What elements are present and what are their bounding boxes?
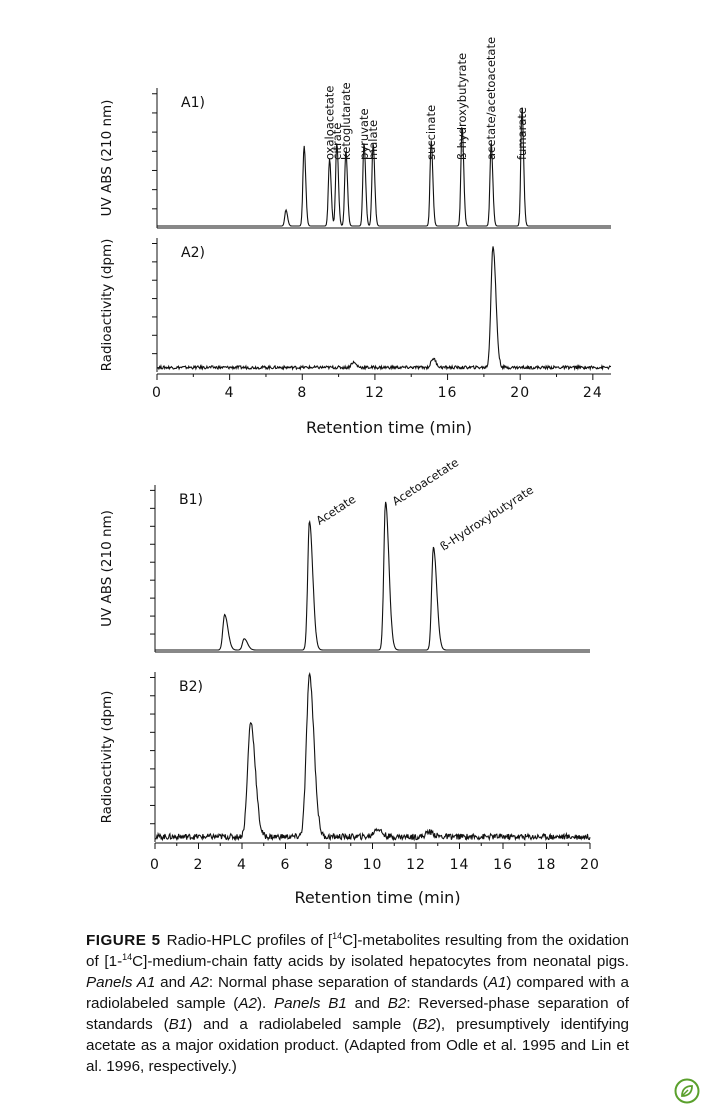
- x-tick-label: 6: [281, 857, 291, 873]
- chromatogram-trace: [156, 246, 612, 372]
- x-tick-label: 24: [583, 385, 603, 401]
- panel-label: B2): [179, 679, 203, 695]
- x-tick-label: 12: [406, 857, 426, 873]
- chromatogram-trace: [157, 108, 611, 227]
- y-axis-label: UV ABS (210 nm): [99, 100, 115, 217]
- peak-label: ketoglutarate: [339, 82, 353, 160]
- x-tick-label: 12: [365, 385, 385, 401]
- peak-label: oxaloacetate: [323, 86, 337, 160]
- y-axis-label: UV ABS (210 nm): [99, 510, 115, 627]
- x-tick-label: 8: [324, 857, 334, 873]
- x-tick-label: 20: [510, 385, 530, 401]
- chromatogram-trace: [154, 671, 591, 842]
- panel-label: A2): [181, 245, 205, 261]
- x-tick-label: 4: [225, 385, 235, 401]
- peak-label: pyruvate: [357, 108, 371, 160]
- panel-label: B1): [179, 492, 203, 508]
- y-axis-label: Radioactivity (dpm): [99, 239, 115, 372]
- x-tick-label: 20: [580, 857, 600, 873]
- panel-a2: Radioactivity (dpm) A2) 0 4 8 12 16 20 24 Retenti…: [99, 238, 612, 437]
- x-tick-label: 10: [363, 857, 383, 873]
- peak-label: citrate: [330, 123, 344, 160]
- peak-label: ß-hydroxybutyrate: [455, 53, 469, 160]
- panel-b2: Radioactivity (dpm) B2) 0 2 4 6 8 10 12 14 16 18 20 R…: [99, 671, 600, 907]
- x-tick-label: 18: [537, 857, 557, 873]
- peak-label: Acetoacetate: [390, 455, 462, 508]
- x-tick-label: 0: [150, 857, 160, 873]
- peak-label: succinate: [424, 105, 438, 160]
- figure-5-chromatograms: UV ABS (210 nm) A1) oxaloacetatecitrateket…: [99, 37, 612, 907]
- x-tick-label: 8: [297, 385, 307, 401]
- figure-caption: FIGURE 5 Radio-HPLC profiles of [14C]-met…: [86, 930, 630, 1075]
- leaf-circle-icon: [674, 1078, 700, 1104]
- panel-label: A1): [181, 95, 205, 111]
- x-tick-label: 16: [438, 385, 458, 401]
- chromatogram-trace: [155, 501, 590, 651]
- panel-a1: UV ABS (210 nm) A1) oxaloacetatecitrateket…: [99, 37, 611, 229]
- x-tick-label: 14: [450, 857, 470, 873]
- peak-label: fumarate: [515, 107, 529, 160]
- figure-label: FIGURE 5: [86, 932, 161, 949]
- x-tick-label: 4: [237, 857, 247, 873]
- peak-label: acetate/acetoacetate: [484, 37, 498, 160]
- peak-label: Acetate: [313, 492, 358, 528]
- panel-b1: UV ABS (210 nm) B1) Acetate Acetoacetateß-H…: [99, 455, 590, 653]
- x-axis-title: Retention time (min): [306, 418, 472, 437]
- x-axis-title: Retention time (min): [294, 888, 460, 907]
- y-axis-label: Radioactivity (dpm): [99, 691, 115, 824]
- x-tick-label: 16: [493, 857, 513, 873]
- peak-label: ß-Hydroxybutyrate: [437, 483, 536, 554]
- x-tick-label: 2: [194, 857, 204, 873]
- peak-label: malate: [366, 120, 380, 160]
- x-tick-label: 0: [152, 385, 162, 401]
